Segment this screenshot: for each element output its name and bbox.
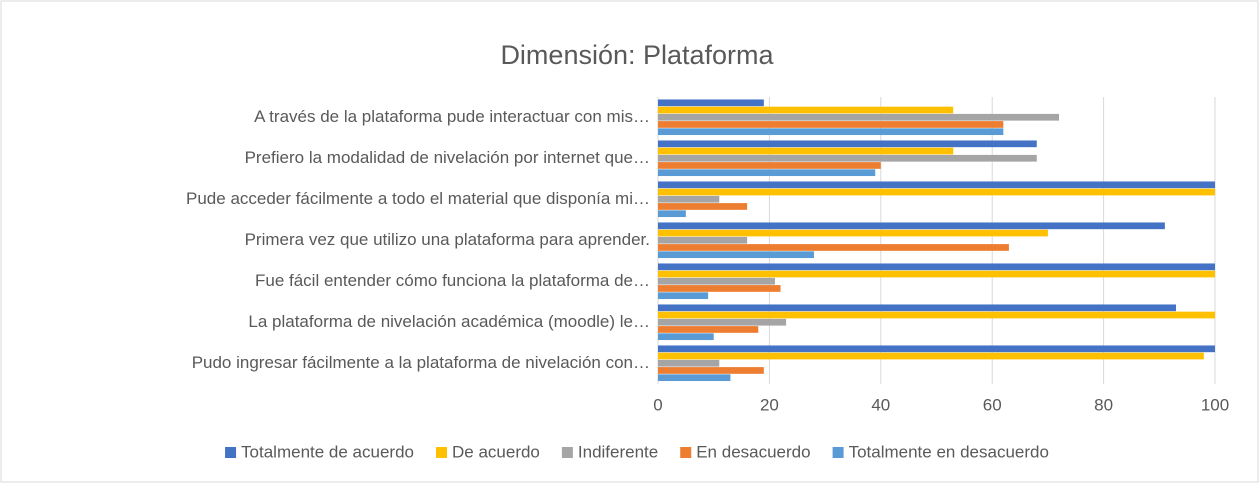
- legend-label: Totalmente en desacuerdo: [849, 442, 1049, 461]
- legend-swatch: [561, 447, 573, 458]
- bar: [658, 169, 876, 177]
- bar: [658, 251, 814, 259]
- bar: [658, 121, 1004, 128]
- bar: [658, 188, 1215, 196]
- bar: [658, 162, 881, 169]
- bar: [658, 229, 1048, 237]
- y-tick-label: La plataforma de nivelación académica (m…: [248, 312, 650, 331]
- bar: [658, 374, 731, 382]
- legend-label: Indiferente: [578, 442, 658, 461]
- x-tick-label: 0: [653, 395, 662, 414]
- x-tick-label: 100: [1201, 395, 1229, 414]
- bar: [658, 147, 954, 155]
- bar: [658, 311, 1215, 319]
- bar: [658, 326, 759, 333]
- bar: [658, 367, 764, 374]
- legend-label: De acuerdo: [452, 442, 540, 461]
- bar: [658, 270, 1215, 278]
- bar: [658, 181, 1215, 189]
- bar: [658, 345, 1215, 353]
- bar: [658, 99, 764, 107]
- legend-label: Totalmente de acuerdo: [241, 442, 414, 461]
- x-tick-label: 60: [983, 395, 1002, 414]
- y-tick-label: Primera vez que utilizo una plataforma p…: [245, 230, 650, 249]
- y-tick-label: Pudo ingresar fácilmente a la plataforma…: [192, 353, 650, 372]
- chart-title: Dimensión: Plataforma: [500, 40, 774, 70]
- legend-swatch: [225, 447, 237, 458]
- bar: [658, 318, 787, 326]
- bar: [658, 292, 709, 300]
- bar: [658, 113, 1060, 121]
- bar: [658, 285, 781, 292]
- bar: [658, 333, 714, 341]
- bar: [658, 106, 954, 114]
- y-tick-label: A través de la plataforma pude interactu…: [254, 107, 650, 126]
- bar: [658, 128, 1004, 136]
- legend-swatch: [680, 447, 692, 458]
- bar: [658, 352, 1204, 360]
- bar: [658, 277, 775, 285]
- bar: [658, 263, 1215, 271]
- legend-swatch: [832, 447, 844, 458]
- legend-label: En desacuerdo: [696, 442, 810, 461]
- y-tick-label: Fue fácil entender cómo funciona la plat…: [255, 271, 650, 290]
- legend-swatch: [436, 447, 448, 458]
- x-tick-label: 80: [1094, 395, 1113, 414]
- bar: [658, 304, 1177, 312]
- x-tick-label: 40: [871, 395, 890, 414]
- bar: [658, 359, 720, 367]
- bar: [658, 210, 686, 218]
- bar: [658, 195, 720, 203]
- y-tick-label: Pude acceder fácilmente a todo el materi…: [186, 189, 650, 208]
- y-tick-label: Prefiero la modalidad de nivelación por …: [245, 148, 650, 167]
- bar: [658, 236, 748, 244]
- bar: [658, 203, 748, 210]
- x-tick-label: 20: [760, 395, 779, 414]
- bar: [658, 140, 1037, 148]
- bar: [658, 154, 1037, 162]
- bar: [658, 222, 1165, 230]
- bar: [658, 244, 1009, 251]
